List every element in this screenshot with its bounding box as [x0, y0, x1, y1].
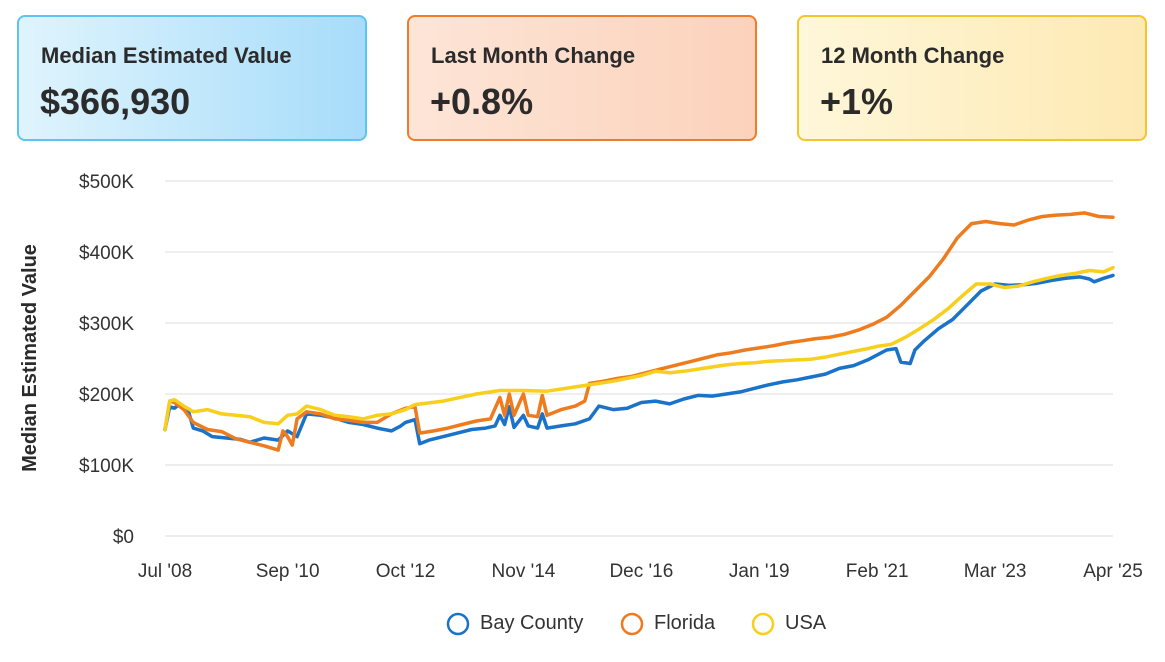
stat-card-title: 12 Month Change: [821, 43, 1005, 68]
x-tick-label: Oct '12: [376, 561, 436, 582]
x-tick-label: Jul '08: [138, 561, 192, 582]
y-tick-label: $400K: [79, 243, 134, 264]
legend-marker-icon: [446, 612, 470, 636]
x-axis-ticks: Jul '08 Sep '10 Oct '12 Nov '14 Dec '16 Jan '…: [138, 561, 1143, 582]
series-line-florida: [163, 211, 1115, 452]
series-line-bay-county: [163, 273, 1115, 446]
y-axis-label: Median Estimated Value: [19, 244, 41, 472]
x-tick-label: Apr '25: [1083, 561, 1143, 582]
y-axis-ticks: $0 $100K $200K $300K $400K $500K: [79, 172, 134, 548]
legend-item-usa[interactable]: USA: [751, 612, 827, 636]
gridlines: [165, 180, 1113, 537]
stat-card-value: $366,930: [40, 81, 191, 122]
stat-card-median-value: Median Estimated Value $366,930: [17, 15, 367, 141]
legend[interactable]: Bay County Florida USA: [446, 612, 827, 636]
stat-card-value: +0.8%: [430, 81, 534, 122]
legend-marker-icon: [620, 612, 644, 636]
series-line-usa: [163, 265, 1115, 432]
stat-card-title: Last Month Change: [431, 43, 636, 68]
legend-label: Bay County: [480, 612, 583, 634]
stat-card-last-month-change: Last Month Change +0.8%: [407, 15, 757, 141]
series-lines: [163, 211, 1115, 452]
stat-card-title: Median Estimated Value: [41, 43, 292, 68]
legend-item-bay-county[interactable]: Bay County: [446, 612, 583, 636]
y-tick-label: $200K: [79, 385, 134, 406]
stat-card-12-month-change: 12 Month Change +1%: [797, 15, 1147, 141]
x-tick-label: Jan '19: [729, 561, 790, 582]
y-tick-label: $0: [113, 527, 134, 548]
x-tick-label: Mar '23: [964, 561, 1027, 582]
x-tick-label: Nov '14: [492, 561, 556, 582]
x-tick-label: Feb '21: [846, 561, 909, 582]
stat-card-value: +1%: [820, 81, 894, 122]
legend-item-florida[interactable]: Florida: [620, 612, 716, 636]
y-tick-label: $500K: [79, 172, 134, 193]
legend-label: Florida: [654, 612, 716, 634]
y-tick-label: $300K: [79, 314, 134, 335]
y-tick-label: $100K: [79, 456, 134, 477]
x-tick-label: Sep '10: [256, 561, 320, 582]
legend-label: USA: [785, 612, 827, 634]
legend-marker-icon: [751, 612, 775, 636]
x-tick-label: Dec '16: [609, 561, 673, 582]
